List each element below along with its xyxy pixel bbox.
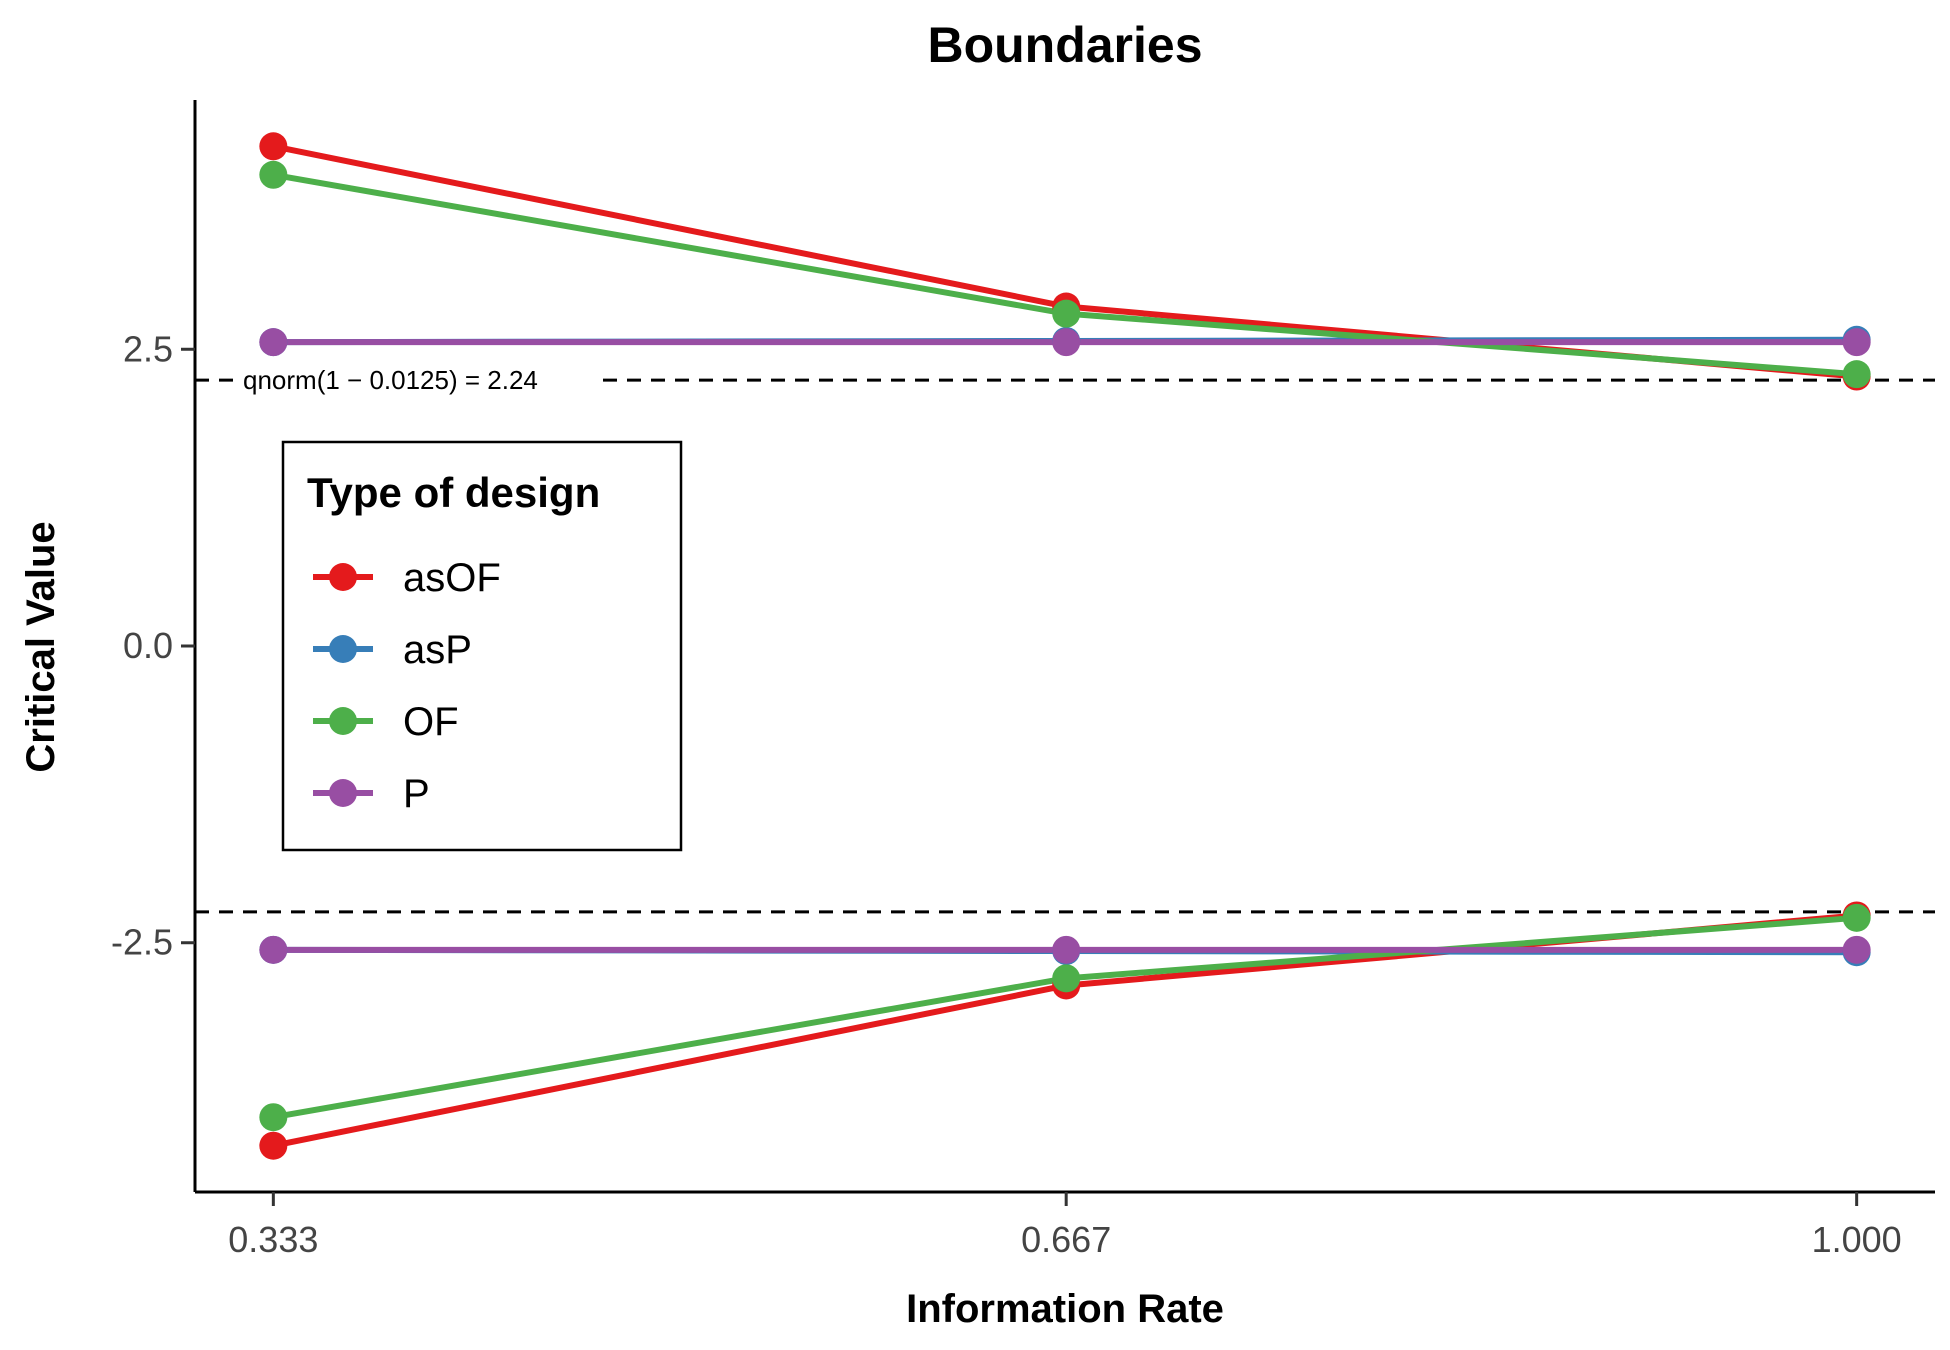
y-tick-label: -2.5 [111, 922, 173, 963]
data-point-OF-upper [1052, 299, 1081, 328]
y-axis-title: Critical Value [19, 521, 63, 772]
legend-title: Type of design [307, 469, 600, 516]
x-tick-label: 1.000 [1812, 1219, 1902, 1260]
data-point-asOF-upper [259, 132, 288, 161]
data-point-OF-upper [1842, 360, 1871, 389]
data-point-P-upper [1842, 328, 1871, 357]
data-point-OF-upper [259, 160, 288, 189]
legend-label: OF [403, 700, 459, 744]
legend-key-marker [329, 779, 357, 807]
data-point-P-lower [1052, 935, 1081, 964]
y-tick-label: 0.0 [123, 625, 173, 666]
data-point-P-lower [1842, 935, 1871, 964]
legend-key-marker [329, 707, 357, 735]
y-tick-label: 2.5 [123, 328, 173, 369]
plot-area: -2.5 0.0 2.5 0.333 0.667 1.000 qnorm(1 − 0.012… [111, 100, 1935, 1260]
data-point-OF-lower [1842, 903, 1871, 932]
data-point-OF-lower [259, 1103, 288, 1132]
data-point-asOF-lower [259, 1131, 288, 1160]
data-point-OF-lower [1052, 964, 1081, 993]
legend-key-marker [329, 635, 357, 663]
legend-label: P [403, 772, 430, 816]
reference-line-label: qnorm(1 − 0.0125) = 2.24 [243, 365, 538, 395]
data-point-P-lower [259, 935, 288, 964]
legend: Type of design asOF asP OF P [281, 440, 683, 852]
x-tick-label: 0.667 [1021, 1219, 1111, 1260]
data-point-P-upper [259, 328, 288, 357]
x-tick-label: 0.333 [228, 1219, 318, 1260]
legend-label: asP [403, 628, 472, 672]
x-axis-title: Information Rate [906, 1287, 1224, 1331]
legend-key-marker [329, 563, 357, 591]
data-point-P-upper [1052, 328, 1081, 357]
chart-title: Boundaries [927, 17, 1202, 73]
reference-label-bg [237, 356, 597, 403]
legend-label: asOF [403, 556, 501, 600]
